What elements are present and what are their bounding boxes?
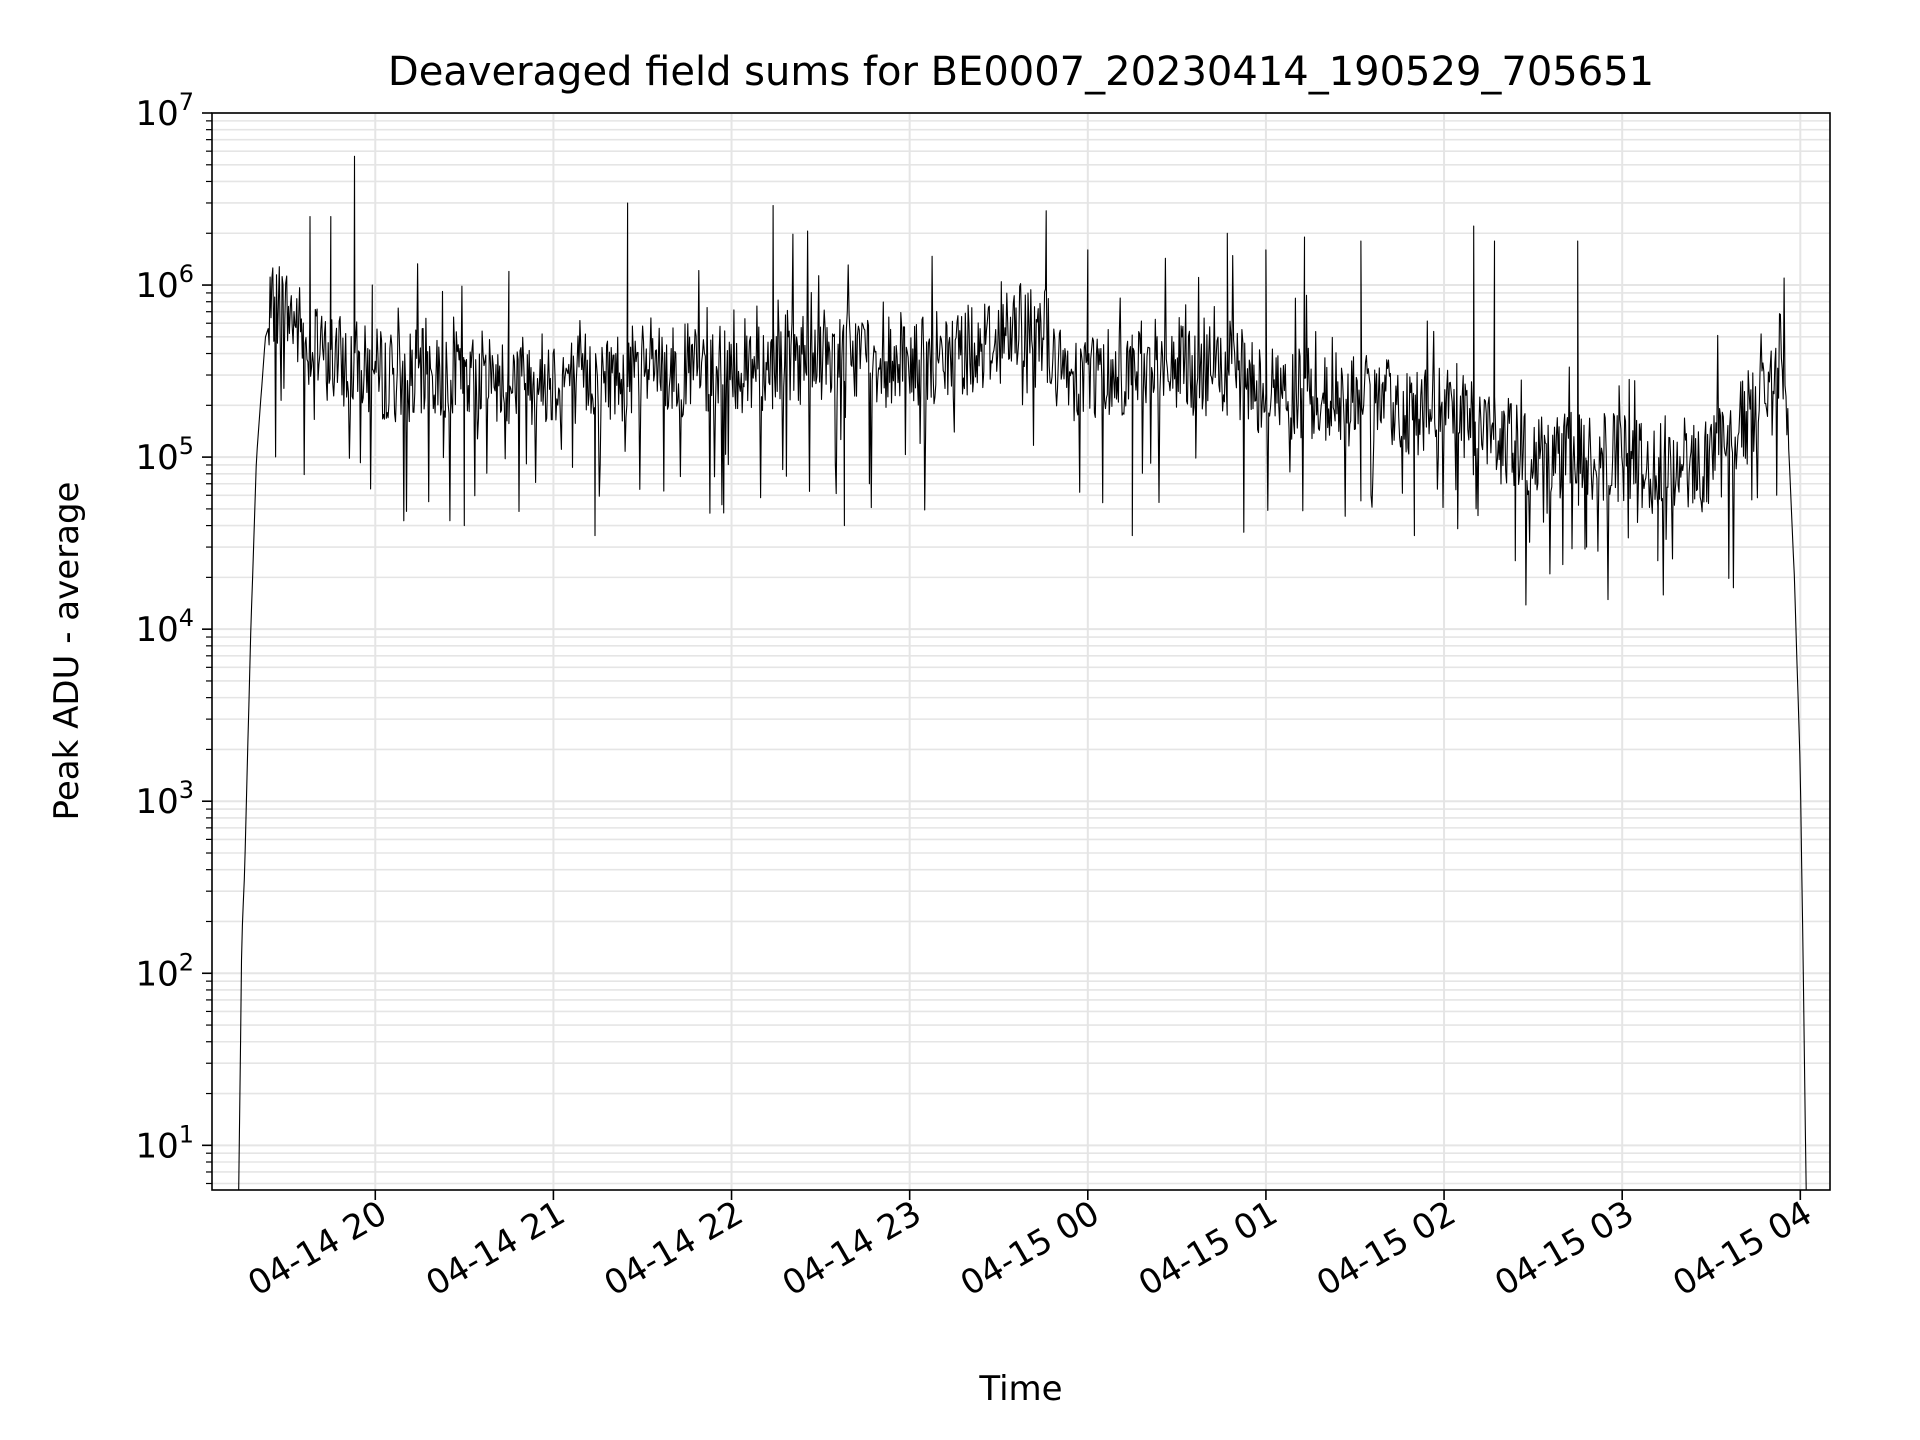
x-axis-label: Time xyxy=(978,1369,1062,1409)
y-tick-label: 107 xyxy=(135,88,194,134)
chart-title: Deaveraged field sums for BE0007_2023041… xyxy=(388,49,1654,95)
plot-frame xyxy=(211,112,1831,1191)
y-tick-label: 104 xyxy=(135,604,194,650)
y-tick-label: 106 xyxy=(135,260,194,306)
y-tick-label: 105 xyxy=(135,432,194,478)
grid xyxy=(212,112,1830,1190)
series-line xyxy=(238,155,1807,1191)
y-axis-label: Peak ADU - average xyxy=(47,482,87,821)
y-axis: 101 102 103 104 105 106 107 xyxy=(135,88,212,1185)
y-tick-label: 102 xyxy=(135,948,194,994)
y-tick-label: 101 xyxy=(135,1120,194,1166)
y-tick-label: 103 xyxy=(135,776,194,822)
series xyxy=(238,155,1807,1191)
